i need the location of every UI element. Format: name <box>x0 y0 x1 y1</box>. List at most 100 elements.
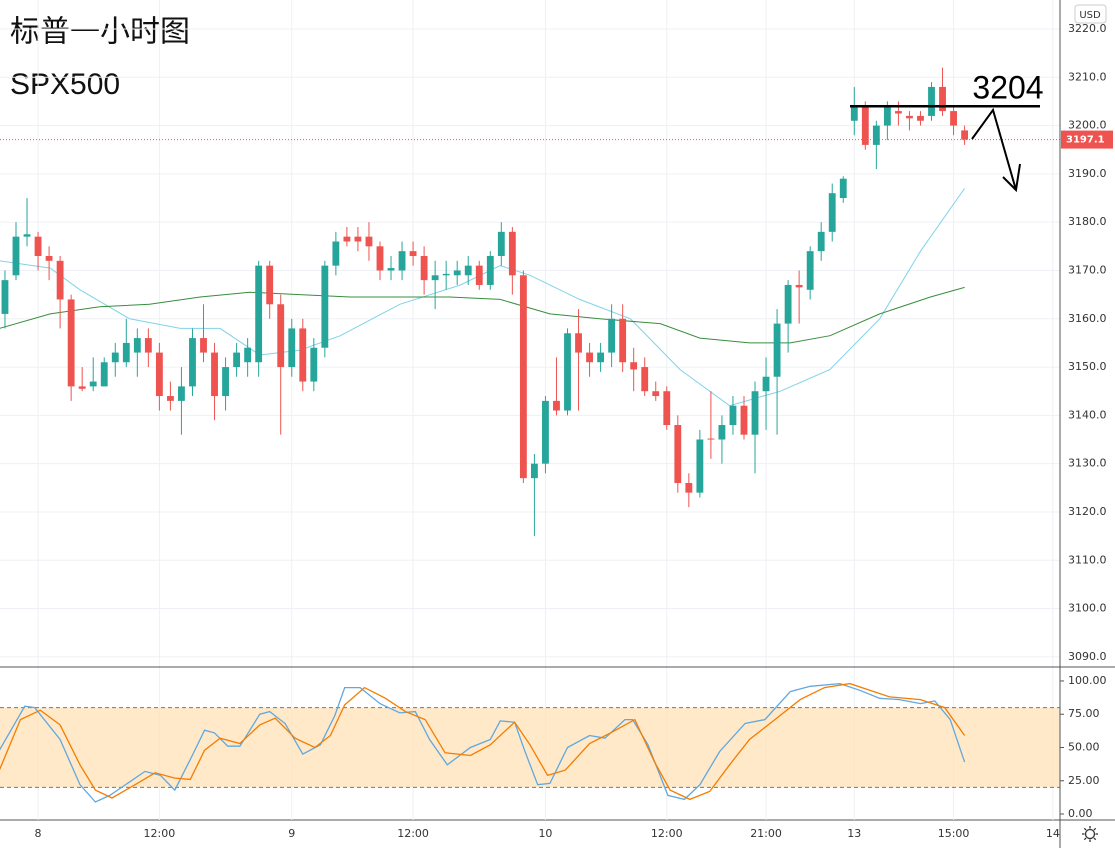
candle-body <box>707 438 715 440</box>
candle-body <box>56 260 64 300</box>
candle-body <box>376 246 384 271</box>
oscillator-line <box>0 682 966 803</box>
candle-body <box>508 231 516 276</box>
y-tick-label: 50.00 <box>1068 740 1100 753</box>
candle-body <box>453 270 461 276</box>
candle-body <box>166 396 174 401</box>
candle-body <box>917 115 924 121</box>
oscillator-line <box>0 682 966 801</box>
y-tick-label: 0.00 <box>1068 807 1093 820</box>
arrow-annotation <box>971 107 1021 193</box>
candle-body <box>420 255 428 281</box>
candle-body <box>1 280 9 314</box>
candle-body <box>89 381 97 387</box>
candle-body <box>597 352 605 363</box>
candle-body <box>497 231 505 256</box>
candle-body <box>906 115 913 119</box>
candle-body <box>564 333 571 411</box>
candle-body <box>718 425 726 440</box>
candle-body <box>255 265 263 363</box>
x-tick-label: 14 <box>1046 827 1060 840</box>
candle-body <box>817 231 825 252</box>
candle-body <box>34 236 42 256</box>
candle-body <box>542 400 549 464</box>
candle-body <box>685 482 693 493</box>
candle-body <box>674 425 682 483</box>
candle-body <box>961 130 969 140</box>
candle-body <box>244 347 252 363</box>
y-tick-label: 3210.0 <box>1068 70 1107 83</box>
candle-body <box>266 265 274 305</box>
candle-body <box>365 236 373 247</box>
candle-body <box>111 352 119 363</box>
candle-body <box>332 241 340 266</box>
candle-body <box>773 323 781 377</box>
candle-body <box>78 386 86 389</box>
candle-body <box>354 236 362 242</box>
candle-body <box>795 284 803 288</box>
candle-body <box>630 362 638 370</box>
candle-body <box>850 106 858 121</box>
y-tick-label: 3140.0 <box>1068 408 1107 421</box>
y-tick-label: 3190.0 <box>1068 167 1107 180</box>
last-price-tag <box>1061 130 1113 149</box>
y-tick-label: 3180.0 <box>1068 215 1107 228</box>
candle-body <box>839 178 847 199</box>
candle-body <box>189 338 196 387</box>
candle-body <box>387 268 395 271</box>
candle-body <box>619 318 627 363</box>
y-tick-label: 3160.0 <box>1068 312 1107 325</box>
candle-body <box>828 193 836 232</box>
x-tick-label: 15:00 <box>938 827 970 840</box>
x-tick-label: 9 <box>288 827 295 840</box>
candle-body <box>45 255 53 261</box>
candle-body <box>12 236 20 276</box>
level-label: 3204 <box>972 70 1043 106</box>
candle-body <box>652 391 660 397</box>
candle-body <box>277 304 285 368</box>
y-tick-label: 3090.0 <box>1068 650 1107 663</box>
currency-box <box>1074 4 1107 24</box>
candle-body <box>872 125 880 145</box>
candle-body <box>178 386 185 401</box>
candle-body <box>608 318 616 353</box>
candle-body <box>641 367 649 392</box>
y-tick-label: 25.00 <box>1068 774 1100 787</box>
candle-body <box>784 284 792 324</box>
candle-body <box>663 391 671 426</box>
settings-ring <box>1084 828 1096 840</box>
candle-body <box>553 400 560 411</box>
chart-subtitle: SPX500 <box>10 68 120 101</box>
candle-body <box>155 352 163 397</box>
y-tick-label: 3110.0 <box>1068 553 1107 566</box>
x-tick-label: 13 <box>847 827 861 840</box>
candle-body <box>233 352 241 368</box>
candle-body <box>431 275 439 281</box>
settings-icon[interactable] <box>1082 826 1098 842</box>
candle-body <box>740 405 748 435</box>
x-tick-label: 12:00 <box>651 827 683 840</box>
candle-body <box>806 251 814 290</box>
x-tick-label: 12:00 <box>144 827 176 840</box>
x-tick-label: 8 <box>35 827 42 840</box>
candle-body <box>200 338 207 353</box>
candle-body <box>475 265 483 285</box>
y-tick-label: 3200.0 <box>1068 119 1107 132</box>
candle-body <box>519 275 527 479</box>
candle-body <box>928 86 935 116</box>
currency: USD <box>1079 10 1101 21</box>
candle-body <box>211 352 218 397</box>
candle-body <box>939 86 946 112</box>
y-tick-label: 3170.0 <box>1068 263 1107 276</box>
candle-body <box>950 111 957 126</box>
candle-body <box>321 265 329 348</box>
candle-body <box>343 236 351 242</box>
candle-body <box>696 439 704 493</box>
candle-body <box>122 342 130 363</box>
candle-body <box>398 251 406 271</box>
band-fill <box>0 707 1060 788</box>
candle-body <box>464 265 472 276</box>
x-tick-label: 12:00 <box>397 827 429 840</box>
settings-spokes <box>1082 826 1098 842</box>
